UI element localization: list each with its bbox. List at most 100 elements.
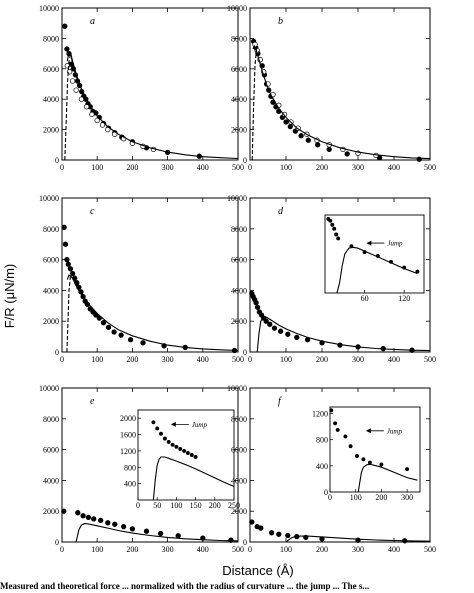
y-tick-label: 0 — [243, 156, 247, 165]
x-tick-label: 100 — [280, 355, 292, 364]
panel-f-frame — [249, 387, 431, 543]
x-tick-label: 500 — [424, 163, 436, 172]
panel-d-filled-point — [294, 334, 300, 341]
panel-f-inset-filled-point — [355, 454, 359, 458]
panel-e-inset-filled-point — [182, 448, 187, 453]
x-axis-label: Distance (Å) — [222, 563, 294, 578]
inset-y-tick-label: 1600 — [120, 431, 136, 440]
y-tick-label: 4000 — [231, 476, 247, 485]
panel-b-solid-curve — [252, 44, 431, 160]
panel-b-open-point — [281, 111, 288, 118]
panel-c-filled-point — [127, 337, 134, 343]
y-tick-label: 2000 — [43, 317, 59, 326]
panel-f-filled-point — [285, 532, 291, 539]
x-tick-label: 400 — [197, 163, 209, 172]
panel-b-filled-point — [298, 133, 304, 139]
panel-e-inset-filled-point — [151, 420, 156, 425]
panel-e-inset-filled-point — [159, 431, 163, 436]
x-tick-label: 0 — [60, 545, 64, 554]
y-tick-label: 2000 — [43, 126, 59, 135]
panel-d-filled-point — [253, 300, 259, 306]
panel-c-solid-curve — [66, 274, 239, 352]
x-tick-label: 500 — [424, 545, 436, 554]
panel-f-inset-filled-point — [343, 434, 348, 439]
x-tick-label: 300 — [352, 355, 364, 364]
y-tick-label: 4000 — [231, 286, 247, 295]
y-tick-label: 10000 — [39, 4, 59, 13]
panel-c-filled-point — [69, 270, 76, 277]
panel-e-filled-point — [61, 508, 67, 514]
x-tick-label: 500 — [232, 545, 244, 554]
y-tick-label: 6000 — [43, 65, 59, 74]
inset-frame — [137, 409, 235, 501]
panel-e-filled-point — [175, 533, 181, 539]
inset-x-tick-label: 0 — [328, 493, 332, 502]
inset-y-tick-label: 1200 — [120, 447, 136, 456]
panel-d-solid-curve — [256, 315, 431, 353]
y-tick-label: 2000 — [231, 126, 247, 135]
x-tick-label: 200 — [316, 355, 328, 364]
panel-d-inset-filled-point — [334, 232, 339, 237]
y-tick-label: 2000 — [43, 507, 59, 516]
panel-d-filled-point — [285, 331, 291, 337]
panel-f-inset-filled-point — [367, 460, 372, 465]
panel-f-inset-solid-curve — [357, 463, 418, 493]
y-tick-label: 6000 — [231, 65, 247, 74]
inset-x-tick-label: 250 — [228, 501, 240, 510]
panel-b-filled-point — [315, 142, 321, 148]
panel-a-open-point — [73, 87, 79, 93]
panel-a-open-point — [83, 104, 90, 110]
panel-b-filled-point — [344, 151, 350, 157]
panel-letter-label: d — [278, 206, 284, 217]
panel-e-inset-filled-point — [193, 455, 198, 459]
y-axis-label: F/R (μN/m) — [2, 264, 17, 329]
panel-b-filled-point — [305, 137, 311, 143]
x-tick-label: 200 — [316, 163, 328, 172]
x-tick-label: 0 — [60, 355, 64, 364]
inset-frame — [324, 214, 425, 294]
panel-a-filled-point — [64, 46, 70, 52]
panel-c-frame — [61, 197, 239, 353]
jump-arrow-head — [365, 428, 371, 434]
y-tick-label: 8000 — [231, 34, 247, 43]
y-tick-label: 4000 — [43, 286, 59, 295]
inset-y-tick-label: 400 — [316, 462, 328, 471]
panel-d-filled-point — [254, 304, 261, 310]
panel-a-open-point — [105, 126, 111, 133]
panel-a-filled-point — [62, 23, 68, 29]
y-tick-label: 6000 — [231, 446, 247, 455]
panel-e-inset-filled-point — [162, 436, 167, 441]
y-tick-label: 8000 — [43, 415, 59, 424]
y-tick-label: 10000 — [227, 194, 247, 203]
panel-d-frame — [249, 197, 431, 353]
panel-f-solid-curve — [285, 535, 431, 543]
x-tick-label: 200 — [316, 545, 328, 554]
y-tick-label: 0 — [55, 538, 59, 547]
panel-e-filled-point — [112, 521, 118, 527]
panel-e-filled-point — [105, 520, 111, 526]
inset-y-tick-label: 800 — [124, 463, 136, 472]
panel-e-frame — [61, 387, 239, 543]
y-tick-label: 4000 — [43, 95, 59, 104]
panel-e-inset: 0 50 100 150 200 250 400 800 1200 1600 2000 Jump — [120, 409, 240, 510]
panel-c-filled-point — [62, 241, 69, 247]
panel-d-filled-point — [277, 328, 284, 334]
panel-e: 0 100 200 300 400 5000200040006000800010000e0… — [39, 384, 244, 554]
x-tick-label: 400 — [388, 355, 400, 364]
y-tick-label: 0 — [55, 156, 59, 165]
x-tick-label: 400 — [388, 545, 400, 554]
inset-y-tick-label: 800 — [316, 436, 328, 445]
panel-d-filled-point — [267, 321, 273, 327]
y-tick-label: 10000 — [39, 384, 59, 393]
inset-x-tick-label: 120 — [398, 294, 410, 303]
inset-x-tick-label: 50 — [153, 501, 161, 510]
jump-arrow-head — [366, 240, 372, 246]
y-tick-label: 2000 — [231, 317, 247, 326]
x-tick-label: 500 — [424, 355, 436, 364]
jump-annotation: Jump — [387, 240, 403, 248]
panel-d-inset-filled-point — [330, 222, 335, 227]
inset-x-tick-label: 100 — [350, 493, 362, 502]
inset-y-tick-label: 2000 — [120, 414, 136, 423]
panel-e-filled-point — [120, 523, 127, 530]
